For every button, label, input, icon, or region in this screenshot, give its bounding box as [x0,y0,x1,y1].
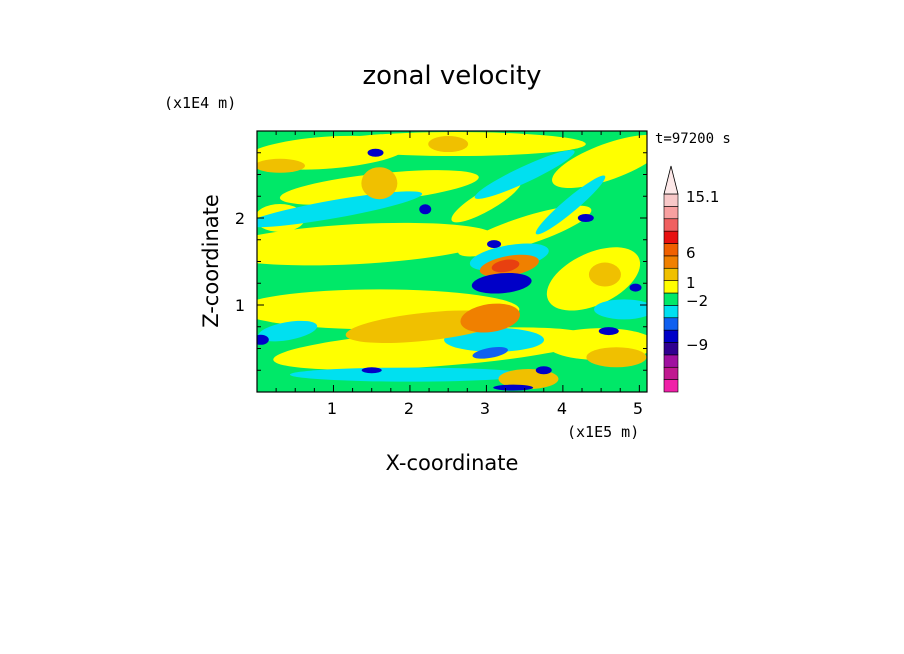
colorbar-labels: 15.1 6 1 −2 −9 [686,188,719,354]
colorbar-swatch [663,255,679,269]
colorbar [663,165,679,393]
field-contour [361,167,398,200]
y-axis-label: Z-coordinate [199,194,223,328]
axis-tick-labels: 1 2 3 4 5 1 2 [235,209,643,418]
colorbar-label: −2 [686,292,708,310]
x-tick-label: 1 [327,399,337,418]
colorbar-extend-arrow [663,165,679,195]
field-contour [428,136,469,153]
field-contour [460,303,521,333]
colorbar-swatch [663,317,679,331]
field-contour [493,384,534,391]
time-label: t=97200 s [655,131,731,147]
velocity-field [257,131,647,392]
field-contour [257,222,497,266]
colorbar-label: 15.1 [686,188,719,206]
colorbar-label: −9 [686,336,708,354]
field-contour [361,367,382,374]
field-contour [552,134,647,189]
field-contour [257,334,269,345]
x-tick-label: 4 [557,399,567,418]
field-contour [586,347,647,368]
x-axis-label: X-coordinate [386,451,519,475]
field-contour [535,366,552,375]
axis-ticks [256,130,647,393]
x-tick-label: 3 [480,399,490,418]
colorbar-swatch [663,280,679,294]
field-contour [257,191,423,228]
colorbar-swatch [663,366,679,380]
colorbar-swatch [663,379,679,393]
colorbar-swatch [663,218,679,232]
field-contour [258,320,318,342]
colorbar-label: 6 [686,244,696,262]
field-contour [577,214,594,222]
field-contour [367,148,384,157]
colorbar-swatch [663,206,679,220]
field-contour [491,259,520,273]
x-tick-label: 2 [404,399,414,418]
colorbar-swatch [663,305,679,319]
colorbar-swatch [663,342,679,356]
field-contour [419,204,432,215]
colorbar-swatch [663,193,679,207]
colorbar-swatch [663,329,679,343]
field-contour [535,175,606,235]
colorbar-label: 1 [686,274,696,292]
field-contour [472,347,508,359]
y-tick-label: 1 [235,296,245,315]
field-contour [588,262,621,287]
field-contour [289,367,530,382]
field-contour [474,150,575,199]
x-tick-label: 5 [633,399,643,418]
colorbar-swatch [663,267,679,281]
y-tick-label: 2 [235,209,245,228]
field-contour [598,327,619,336]
chart-title: zonal velocity [362,61,541,91]
colorbar-swatch [663,243,679,257]
y-unit-label: (x1E4 m) [164,94,236,112]
field-contour [471,272,532,294]
field-contour [594,299,647,320]
x-unit-label: (x1E5 m) [567,423,639,441]
field-contour [629,283,642,292]
field-contour [257,158,305,173]
colorbar-swatch [663,354,679,368]
colorbar-swatch [663,230,679,244]
colorbar-swatch [663,292,679,306]
field-contour [487,240,502,249]
